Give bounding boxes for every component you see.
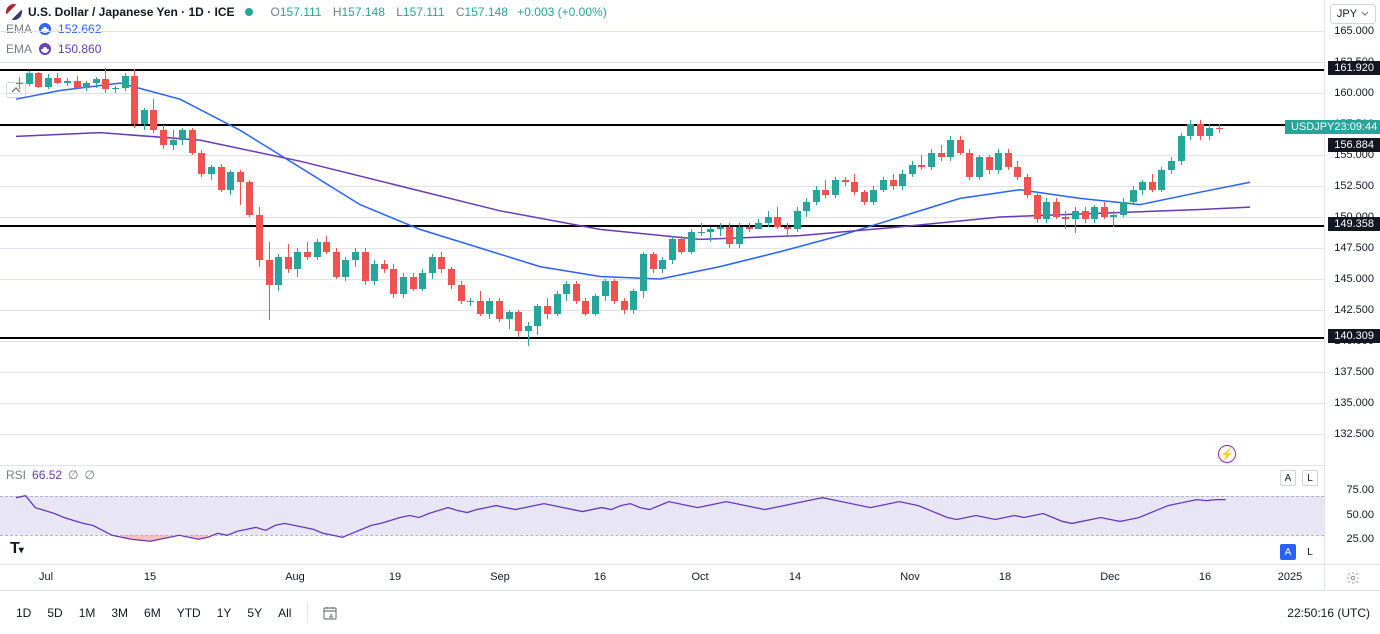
xaxis-label: Oct: [691, 571, 708, 583]
goto-date-button[interactable]: [320, 603, 340, 623]
price-box: 156.884: [1328, 138, 1380, 152]
footer-bar: 1D5D1M3M6MYTD1Y5YAll 22:50:16 (UTC): [0, 590, 1380, 634]
current-price-box: USDJPY23:09:44: [1285, 120, 1380, 134]
xaxis-label: 16: [594, 571, 606, 583]
alert-icon[interactable]: ⚡: [1218, 445, 1236, 463]
timeframe-ytd-button[interactable]: YTD: [171, 602, 207, 624]
xaxis-label: 18: [999, 571, 1011, 583]
rsi-chart[interactable]: RSI 66.52 ∅ ∅ T▾ A L A L: [0, 465, 1324, 564]
price-level-box: 161.920: [1328, 61, 1380, 75]
time-xaxis[interactable]: Jul 15 Aug 19 Sep 16 Oct 14 Nov 18 Dec 16 2025: [0, 564, 1324, 590]
xaxis-label: Jul: [39, 571, 53, 583]
xaxis-label: 16: [1199, 571, 1211, 583]
xaxis-label: Aug: [285, 571, 305, 583]
price-yaxis[interactable]: 165.000162.500160.000157.500155.000152.5…: [1324, 0, 1380, 465]
xaxis-settings[interactable]: [1324, 564, 1380, 590]
rsi-yaxis[interactable]: 75.0050.0025.00: [1324, 465, 1380, 564]
price-level-box: 140.309: [1328, 329, 1380, 343]
xaxis-label: 2025: [1278, 571, 1302, 583]
timeframe-6m-button[interactable]: 6M: [138, 602, 167, 624]
xaxis-label: Dec: [1100, 571, 1120, 583]
timeframe-5y-button[interactable]: 5Y: [241, 602, 268, 624]
timeframe-1y-button[interactable]: 1Y: [211, 602, 238, 624]
timeframe-1d-button[interactable]: 1D: [10, 602, 37, 624]
price-chart[interactable]: ⚡: [0, 0, 1324, 465]
xaxis-label: 14: [789, 571, 801, 583]
timeframe-all-button[interactable]: All: [272, 602, 297, 624]
xaxis-label: Sep: [490, 571, 510, 583]
gear-icon: [1346, 571, 1360, 585]
timeframe-1m-button[interactable]: 1M: [73, 602, 102, 624]
timeframe-3m-button[interactable]: 3M: [105, 602, 134, 624]
clock-readout[interactable]: 22:50:16 (UTC): [1287, 606, 1370, 620]
xaxis-label: 19: [389, 571, 401, 583]
xaxis-label: Nov: [900, 571, 920, 583]
xaxis-label: 15: [144, 571, 156, 583]
timeframe-5d-button[interactable]: 5D: [41, 602, 68, 624]
price-level-box: 149.358: [1328, 217, 1380, 231]
